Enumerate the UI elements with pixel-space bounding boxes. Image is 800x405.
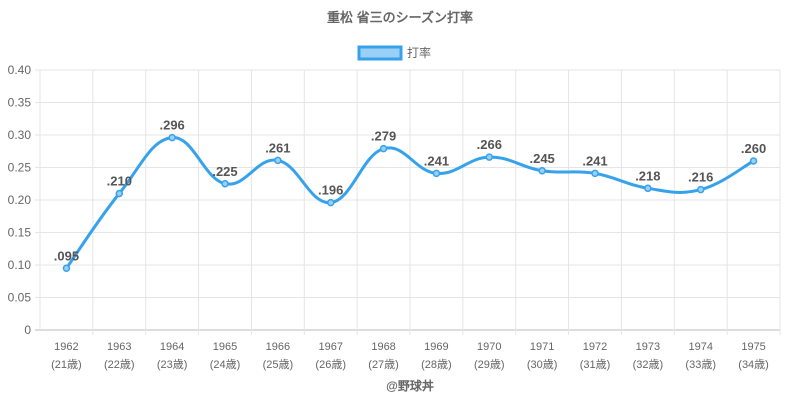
y-tick-label: 0.20 [8, 193, 32, 207]
data-point [644, 184, 652, 193]
legend-swatch [357, 45, 403, 61]
data-label: .241 [424, 153, 449, 168]
x-tick-sublabel: (28歳) [421, 358, 452, 371]
data-point [591, 169, 599, 178]
data-point [221, 180, 229, 188]
x-tick-label: 1966 [266, 341, 290, 353]
data-label: .095 [54, 248, 79, 263]
x-tick-sublabel: (31歳) [580, 358, 611, 371]
data-label: .225 [212, 164, 237, 179]
chart-title: 重松 省三のシーズン打率 [327, 10, 473, 25]
x-tick-label: 1972 [583, 341, 607, 353]
x-tick-label: 1963 [107, 341, 131, 353]
legend[interactable]: 打率 [357, 45, 431, 61]
data-label: .260 [741, 141, 766, 156]
y-tick-label: 0.05 [8, 291, 32, 305]
data-point [749, 157, 758, 165]
x-tick-sublabel: (23歳) [157, 358, 188, 371]
data-label: .245 [529, 151, 554, 166]
data-label: .296 [159, 118, 184, 133]
x-tick-label: 1968 [371, 341, 395, 353]
x-tick-sublabel: (21歳) [51, 358, 82, 371]
data-point [326, 198, 335, 207]
x-tick-sublabel: (22歳) [104, 358, 135, 371]
data-label: .279 [371, 129, 396, 144]
data-point [62, 264, 71, 272]
x-tick-sublabel: (25歳) [263, 358, 294, 371]
x-tick-sublabel: (27歳) [368, 358, 399, 371]
data-label: .266 [477, 137, 502, 152]
x-tick-sublabel: (29歳) [474, 358, 505, 371]
data-label: .216 [688, 170, 713, 185]
x-tick-label: 1973 [636, 341, 660, 353]
x-tick-sublabel: (33歳) [685, 358, 716, 371]
x-tick-sublabel: (24歳) [210, 358, 241, 371]
data-point [115, 189, 124, 198]
x-tick-label: 1974 [688, 341, 712, 353]
x-tick-label: 1962 [54, 341, 78, 353]
data-label: .218 [635, 168, 660, 183]
x-tick-sublabel: (34歳) [738, 358, 769, 371]
y-tick-label: 0 [24, 323, 31, 337]
data-point [274, 156, 282, 165]
data-point [432, 169, 441, 178]
y-tick-label: 0.35 [8, 96, 32, 110]
y-tick-label: 0.15 [8, 226, 32, 240]
data-point [379, 144, 388, 153]
x-tick-label: 1969 [424, 341, 448, 353]
x-tick-label: 1970 [477, 341, 501, 353]
x-tick-label: 1967 [318, 341, 342, 353]
credit: @野球丼 [386, 378, 434, 393]
data-point [485, 153, 494, 161]
x-tick-label: 1964 [160, 341, 184, 353]
x-tick-label: 1975 [741, 341, 765, 353]
data-label: .261 [265, 140, 290, 155]
x-tick-label: 1965 [213, 341, 237, 353]
x-tick-sublabel: (26歳) [315, 358, 346, 371]
x-tick-label: 1971 [530, 341, 554, 353]
data-label: .210 [107, 174, 132, 189]
data-point [696, 185, 705, 194]
data-label: .196 [318, 183, 343, 198]
data-point [538, 167, 546, 175]
y-tick-label: 0.30 [8, 128, 32, 142]
x-tick-sublabel: (30歳) [527, 358, 558, 371]
y-tick-label: 0.40 [8, 63, 32, 77]
y-tick-label: 0.25 [8, 161, 32, 175]
x-tick-sublabel: (32歳) [633, 358, 664, 371]
data-point [168, 133, 176, 142]
y-tick-label: 0.10 [8, 258, 32, 272]
data-label: .241 [582, 153, 607, 168]
legend-label: 打率 [407, 45, 431, 60]
